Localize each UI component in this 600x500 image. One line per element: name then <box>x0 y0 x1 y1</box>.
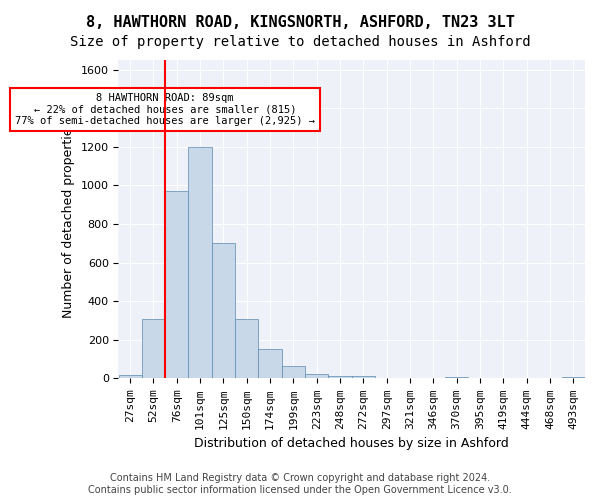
Bar <box>165 191 188 378</box>
Bar <box>328 376 352 378</box>
Y-axis label: Number of detached properties: Number of detached properties <box>62 120 75 318</box>
Bar <box>282 366 305 378</box>
Bar <box>235 318 259 378</box>
X-axis label: Distribution of detached houses by size in Ashford: Distribution of detached houses by size … <box>194 437 509 450</box>
Bar <box>445 376 469 378</box>
Text: 8 HAWTHORN ROAD: 89sqm
← 22% of detached houses are smaller (815)
77% of semi-de: 8 HAWTHORN ROAD: 89sqm ← 22% of detached… <box>15 93 315 126</box>
Text: Size of property relative to detached houses in Ashford: Size of property relative to detached ho… <box>70 35 530 49</box>
Text: Contains HM Land Registry data © Crown copyright and database right 2024.
Contai: Contains HM Land Registry data © Crown c… <box>88 474 512 495</box>
Bar <box>259 350 282 378</box>
Bar <box>352 376 375 378</box>
Bar <box>305 374 328 378</box>
Bar <box>562 376 585 378</box>
Bar <box>142 318 165 378</box>
Text: 8, HAWTHORN ROAD, KINGSNORTH, ASHFORD, TN23 3LT: 8, HAWTHORN ROAD, KINGSNORTH, ASHFORD, T… <box>86 15 514 30</box>
Bar <box>212 244 235 378</box>
Bar <box>188 147 212 378</box>
Bar <box>119 374 142 378</box>
